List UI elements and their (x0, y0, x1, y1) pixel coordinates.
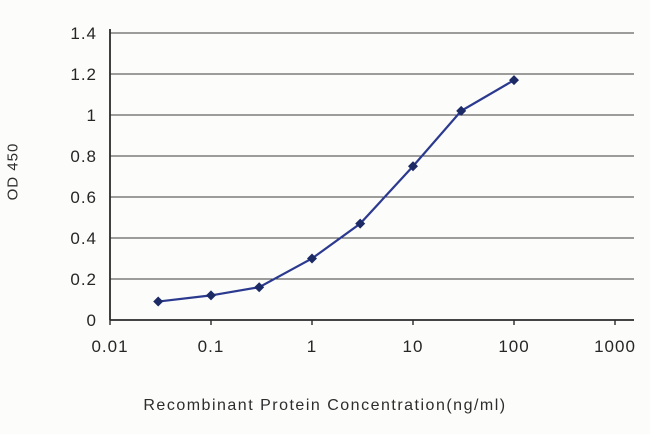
x-axis-title: Recombinant Protein Concentration(ng/ml) (143, 397, 507, 414)
x-tick-label: 1 (307, 337, 317, 356)
data-point-marker (153, 296, 164, 307)
y-axis-title: OD 450 (4, 142, 22, 201)
series-line (158, 79, 515, 303)
y-tick-label: 0 (87, 311, 97, 330)
data-point-marker (509, 75, 519, 86)
y-tick-label: 0.4 (70, 229, 97, 248)
y-tick-label: 1 (87, 106, 97, 125)
data-point-marker (456, 105, 467, 116)
y-tick-label: 1.4 (70, 24, 97, 43)
data-point-marker (254, 282, 265, 293)
data-point-marker (307, 253, 317, 264)
y-tick-label: 0.2 (70, 270, 97, 289)
x-tick-label: 10 (403, 337, 424, 356)
x-tick-label: 0.1 (198, 337, 225, 356)
x-tick-label: 100 (498, 337, 529, 356)
y-tick-label: 0.8 (70, 147, 97, 166)
x-tick-label: 0.01 (91, 337, 128, 356)
x-tick-label: 1000 (594, 337, 636, 356)
data-point-marker (355, 218, 366, 229)
y-tick-label: 1.2 (70, 65, 97, 84)
y-tick-label: 0.6 (70, 188, 97, 207)
data-point-marker (408, 161, 418, 172)
data-point-marker (206, 290, 216, 301)
